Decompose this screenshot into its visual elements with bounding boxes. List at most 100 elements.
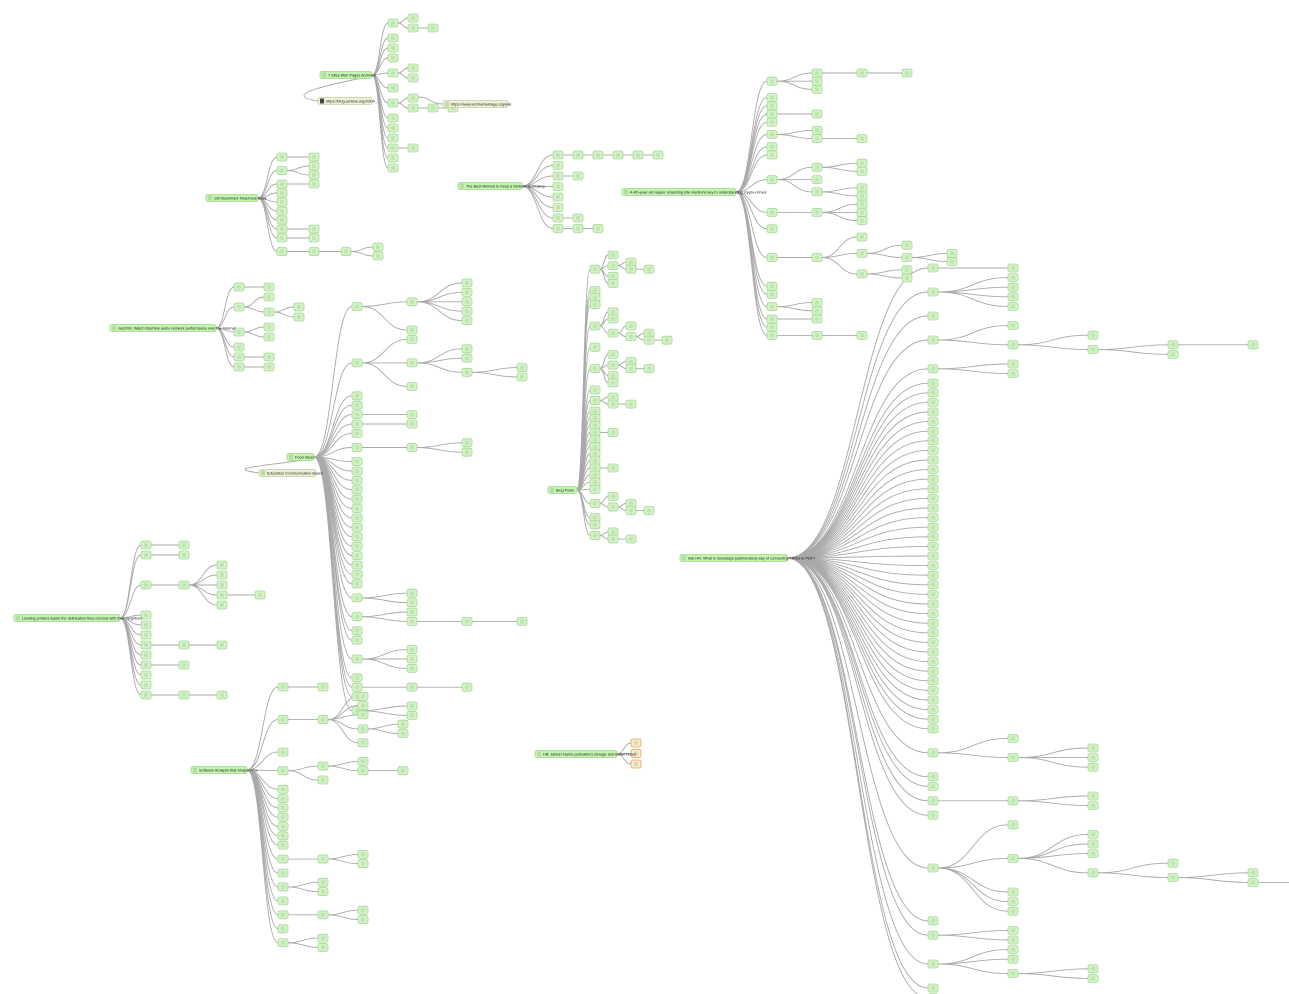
topic-node[interactable] [927,311,939,321]
topic-node[interactable] [1167,873,1179,882]
topic-node[interactable] [357,850,369,859]
topic-node[interactable] [276,179,288,189]
topic-node[interactable] [406,607,418,617]
topic-node[interactable] [766,224,778,234]
topic-node[interactable] [630,759,642,769]
topic-node[interactable] [1007,263,1019,273]
topic-node[interactable] [1007,273,1019,283]
topic-node[interactable] [625,399,637,409]
topic-node[interactable] [178,640,190,650]
topic-node[interactable] [427,23,439,33]
topic-node[interactable] [1247,340,1259,350]
topic-node[interactable] [317,761,329,771]
topic-node[interactable] [387,123,399,133]
topic-node[interactable] [927,364,939,374]
topic-node[interactable] [351,504,363,514]
topic-node[interactable] [927,686,939,695]
topic-node[interactable] [461,297,473,307]
topic-node[interactable] [178,580,190,590]
root-topic[interactable]: Software Analysis that Shaped You [190,766,258,774]
topic-node[interactable] [351,541,363,551]
topic-node[interactable] [589,513,601,523]
topic-node[interactable] [277,854,289,864]
topic-node[interactable] [233,302,245,312]
topic-node[interactable] [277,822,289,831]
topic-node[interactable] [216,570,228,580]
topic-node[interactable] [1007,301,1019,311]
topic-node[interactable] [927,378,939,388]
topic-node[interactable] [766,253,778,262]
topic-node[interactable] [277,715,289,724]
topic-node[interactable] [766,101,778,111]
topic-node[interactable] [387,18,399,28]
topic-node[interactable] [216,580,228,590]
note-node[interactable]: Education Communication Board [258,469,323,477]
topic-node[interactable] [461,617,473,626]
topic-node[interactable] [1007,820,1019,830]
topic-node[interactable] [397,729,409,738]
topic-node[interactable] [351,532,363,542]
topic-node[interactable] [387,43,399,53]
topic-node[interactable] [612,150,624,160]
topic-node[interactable] [811,76,823,86]
topic-node[interactable] [766,330,778,340]
topic-node[interactable] [811,187,823,197]
topic-node[interactable] [927,599,939,609]
note-node[interactable]: https://blog.archive.org/2014/... [317,97,378,105]
root-topic[interactable]: Hill: Jabber Name (activation) storage a… [534,750,636,758]
topic-node[interactable] [1007,935,1019,945]
topic-node[interactable] [856,166,868,176]
topic-node[interactable] [387,33,399,43]
topic-node[interactable] [766,93,778,102]
topic-node[interactable] [277,840,289,850]
topic-node[interactable] [140,660,152,670]
topic-node[interactable] [277,812,289,822]
topic-node[interactable] [643,364,655,374]
topic-node[interactable] [140,550,152,560]
topic-node[interactable] [357,915,369,924]
topic-node[interactable] [811,314,823,324]
topic-node[interactable] [607,261,619,271]
topic-node[interactable] [276,197,288,207]
root-topic[interactable]: The Best Method to Keep a Website is Clo… [457,182,544,190]
topic-node[interactable] [927,618,939,628]
topic-node[interactable] [927,388,939,398]
topic-node[interactable] [607,463,619,473]
topic-node[interactable] [811,162,823,172]
topic-node[interactable] [1087,839,1099,849]
topic-node[interactable] [643,264,655,274]
topic-node[interactable] [927,666,939,676]
topic-node[interactable] [351,302,363,311]
topic-node[interactable] [308,233,320,243]
topic-node[interactable] [643,506,655,516]
topic-node[interactable] [387,133,399,143]
topic-node[interactable] [351,400,363,410]
topic-node[interactable] [406,588,418,598]
topic-node[interactable] [406,381,418,391]
topic-node[interactable] [357,905,369,915]
topic-node[interactable] [811,109,823,119]
topic-node[interactable] [766,281,778,291]
topic-node[interactable] [927,638,939,647]
root-topic[interactable]: Leading printers waste the delineation t… [13,614,142,622]
topic-node[interactable] [407,73,419,83]
topic-node[interactable] [927,863,939,873]
topic-node[interactable] [351,428,363,438]
topic-node[interactable] [317,775,329,785]
topic-node[interactable] [387,143,399,153]
topic-node[interactable] [652,150,664,160]
topic-node[interactable] [140,540,152,550]
topic-node[interactable] [589,520,601,530]
topic-node[interactable] [927,930,939,940]
topic-node[interactable] [811,175,823,185]
topic-node[interactable] [351,626,363,636]
topic-node[interactable] [461,353,473,363]
topic-node[interactable] [277,803,289,813]
topic-node[interactable] [811,253,823,262]
topic-node[interactable] [351,593,363,603]
topic-node[interactable] [1007,854,1019,863]
topic-node[interactable] [572,224,584,233]
topic-node[interactable] [589,385,601,395]
topic-node[interactable] [1007,753,1019,762]
topic-node[interactable] [216,640,228,650]
